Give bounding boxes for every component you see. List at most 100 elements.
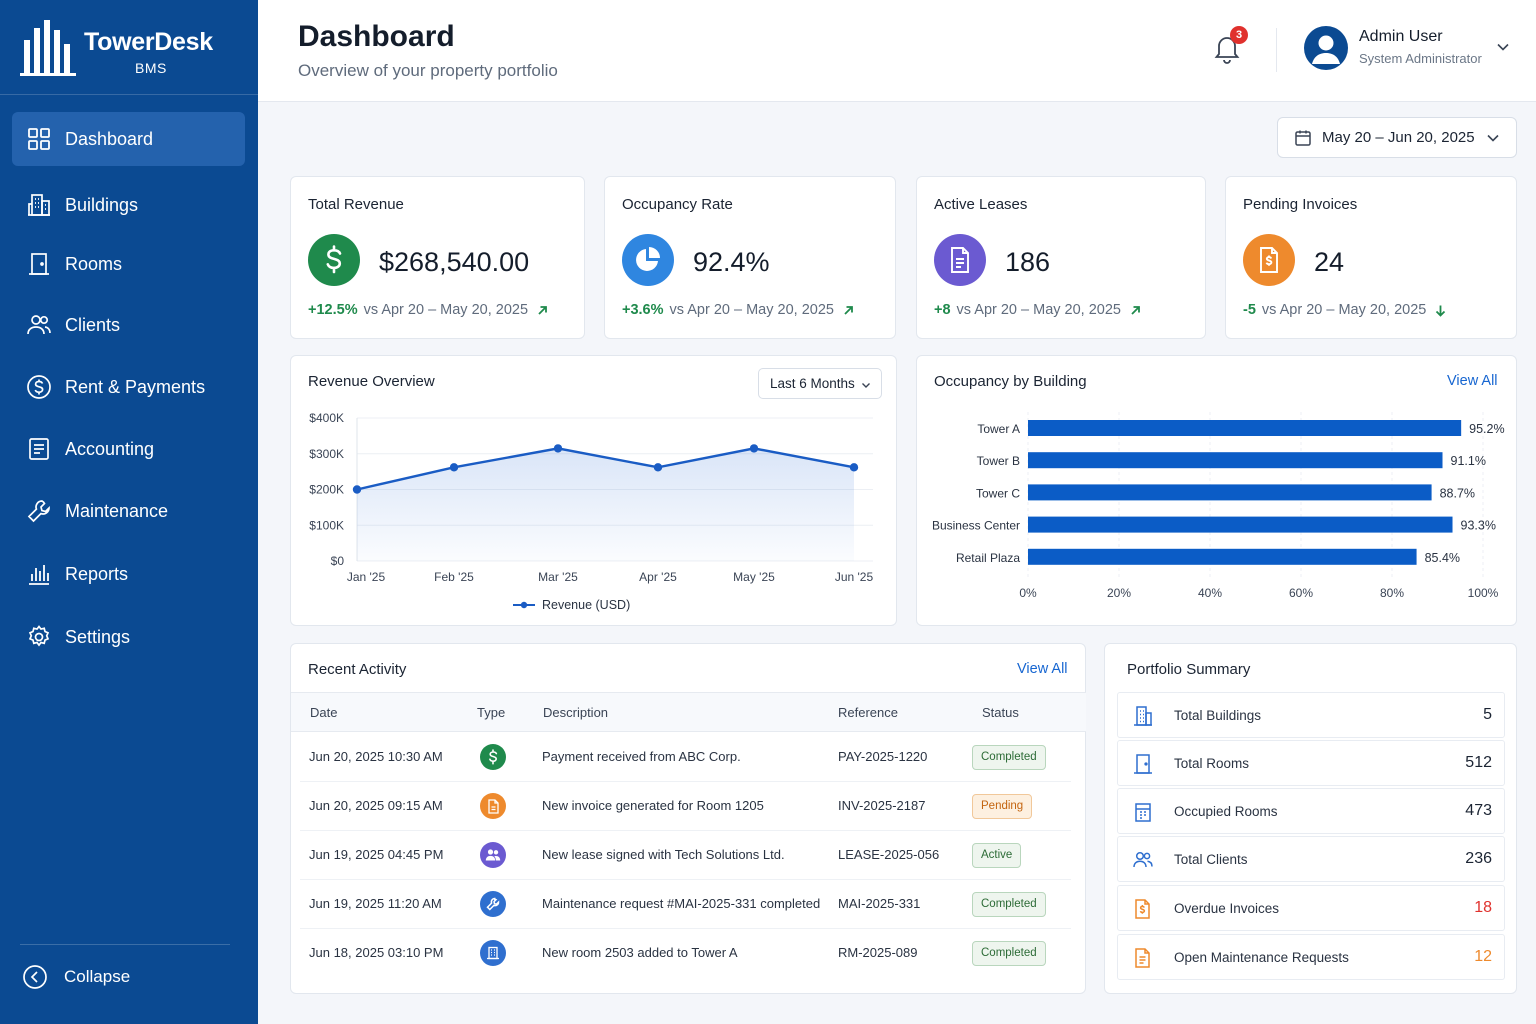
summary-value: 512 bbox=[1465, 754, 1492, 771]
column-header-description[interactable]: Description bbox=[543, 705, 609, 720]
recent-activity-card: Recent Activity View All Date Type Descr… bbox=[290, 643, 1086, 994]
bar[interactable] bbox=[1028, 420, 1462, 436]
sidebar-item-maintenance[interactable]: Maintenance bbox=[12, 484, 245, 538]
brand-sub: BMS bbox=[135, 60, 167, 76]
x-tick-label: May '25 bbox=[733, 570, 775, 584]
user-role: System Administrator bbox=[1359, 51, 1482, 66]
collapse-button[interactable]: Collapse bbox=[12, 952, 245, 1002]
summary-row-open-maintenance-requests[interactable]: Open Maintenance Requests 12 bbox=[1117, 934, 1505, 980]
kpi-card-total-revenue[interactable]: Total Revenue $268,540.00 +12.5% vs Apr … bbox=[290, 176, 585, 339]
x-tick-label: Feb '25 bbox=[434, 570, 474, 584]
door-icon bbox=[26, 251, 52, 277]
x-tick-label: Apr '25 bbox=[639, 570, 677, 584]
x-tick-label: 80% bbox=[1380, 586, 1404, 600]
kpi-card-pending-invoices[interactable]: Pending Invoices 24 -5 vs Apr 20 – May 2… bbox=[1225, 176, 1517, 339]
data-point[interactable] bbox=[352, 485, 362, 494]
kpi-delta: +12.5% bbox=[308, 302, 358, 318]
bar[interactable] bbox=[1028, 548, 1417, 565]
dollar-icon bbox=[480, 744, 506, 770]
kpi-title: Total Revenue bbox=[308, 196, 404, 213]
row-date: Jun 20, 2025 10:30 AM bbox=[309, 749, 443, 764]
wrench-icon bbox=[480, 891, 506, 917]
sidebar-item-settings[interactable]: Settings bbox=[12, 610, 245, 664]
data-point[interactable] bbox=[849, 463, 859, 472]
user-avatar-icon bbox=[1312, 35, 1340, 64]
kpi-footer: +12.5% vs Apr 20 – May 20, 2025 bbox=[308, 302, 549, 318]
summary-value: 18 bbox=[1474, 899, 1492, 916]
bar[interactable] bbox=[1028, 484, 1432, 501]
row-reference[interactable]: MAI-2025-331 bbox=[838, 896, 921, 911]
sidebar-item-buildings[interactable]: Buildings bbox=[12, 178, 245, 232]
row-reference[interactable]: INV-2025-2187 bbox=[838, 798, 926, 813]
category-label: Business Center bbox=[932, 519, 1020, 533]
bar[interactable] bbox=[1028, 452, 1443, 469]
date-range-picker[interactable]: May 20 – Jun 20, 2025 bbox=[1277, 117, 1517, 158]
kpi-delta: -5 bbox=[1243, 302, 1256, 318]
y-tick-label: $0 bbox=[331, 554, 345, 568]
summary-row-total-clients[interactable]: Total Clients 236 bbox=[1117, 836, 1505, 882]
sidebar-item-clients[interactable]: Clients bbox=[12, 298, 245, 352]
chevron-down-icon[interactable] bbox=[1496, 40, 1510, 54]
arrow-up-right-icon bbox=[844, 305, 853, 315]
data-point[interactable] bbox=[749, 444, 759, 453]
row-reference[interactable]: RM-2025-089 bbox=[838, 945, 918, 960]
sidebar-item-label: Accounting bbox=[65, 438, 155, 459]
revenue-overview-card: Revenue Overview Last 6 Months $0 $100K $2… bbox=[290, 355, 897, 626]
sidebar-item-label: Rooms bbox=[65, 253, 123, 274]
summary-row-total-buildings[interactable]: Total Buildings 5 bbox=[1117, 692, 1505, 738]
occupancy-view-all-link[interactable]: View All bbox=[1447, 373, 1498, 389]
table-row[interactable]: Jun 18, 2025 03:10 PM New room 2503 adde… bbox=[300, 929, 1071, 978]
sidebar-item-label: Dashboard bbox=[65, 128, 154, 149]
building-icon bbox=[1130, 703, 1156, 729]
users-icon bbox=[480, 842, 506, 868]
sidebar-item-rooms[interactable]: Rooms bbox=[12, 237, 245, 291]
page-subtitle: Overview of your property portfolio bbox=[298, 61, 558, 80]
legend-label: Revenue (USD) bbox=[542, 598, 630, 612]
card-title: Portfolio Summary bbox=[1127, 661, 1251, 678]
top-header: Dashboard Overview of your property port… bbox=[258, 0, 1536, 102]
row-date: Jun 20, 2025 09:15 AM bbox=[309, 798, 443, 813]
sidebar-item-label: Settings bbox=[65, 626, 131, 647]
kpi-value: $268,540.00 bbox=[379, 247, 530, 277]
data-point[interactable] bbox=[653, 463, 663, 472]
table-row[interactable]: Jun 20, 2025 10:30 AM Payment received f… bbox=[300, 733, 1071, 782]
activity-view-all-link[interactable]: View All bbox=[1017, 661, 1068, 677]
notification-count-badge: 3 bbox=[1230, 26, 1248, 44]
column-header-status[interactable]: Status bbox=[982, 705, 1019, 720]
bar[interactable] bbox=[1028, 516, 1453, 533]
table-row[interactable]: Jun 20, 2025 09:15 AM New invoice genera… bbox=[300, 782, 1071, 831]
summary-row-total-rooms[interactable]: Total Rooms 512 bbox=[1117, 740, 1505, 786]
category-label: Tower A bbox=[977, 422, 1020, 436]
period-select[interactable]: Last 6 Months bbox=[758, 368, 882, 399]
row-reference[interactable]: PAY-2025-1220 bbox=[838, 749, 928, 764]
card-title: Occupancy by Building bbox=[934, 373, 1087, 390]
summary-row-overdue-invoices[interactable]: Overdue Invoices 18 bbox=[1117, 885, 1505, 931]
x-tick-label: Jan '25 bbox=[347, 570, 386, 584]
table-row[interactable]: Jun 19, 2025 04:45 PM New lease signed w… bbox=[300, 831, 1071, 880]
summary-row-occupied-rooms[interactable]: Occupied Rooms 473 bbox=[1117, 788, 1505, 834]
status-badge: Completed bbox=[972, 892, 1046, 917]
period-label: Last 6 Months bbox=[770, 376, 855, 391]
column-header-date[interactable]: Date bbox=[310, 705, 338, 720]
row-reference[interactable]: LEASE-2025-056 bbox=[838, 847, 940, 862]
sidebar-item-rent-payments[interactable]: Rent & Payments bbox=[12, 360, 245, 414]
table-row[interactable]: Jun 19, 2025 11:20 AM Maintenance reques… bbox=[300, 880, 1071, 929]
user-name[interactable]: Admin User bbox=[1359, 28, 1443, 45]
summary-label: Total Buildings bbox=[1174, 708, 1262, 723]
bar-value-label: 91.1% bbox=[1451, 454, 1486, 468]
category-label: Tower B bbox=[977, 454, 1020, 468]
data-point[interactable] bbox=[553, 444, 563, 453]
kpi-card-occupancy-rate[interactable]: Occupancy Rate 92.4% +3.6% vs Apr 20 – M… bbox=[604, 176, 896, 339]
kpi-card-active-leases[interactable]: Active Leases 186 +8 vs Apr 20 – May 20,… bbox=[916, 176, 1206, 339]
sidebar-item-reports[interactable]: Reports bbox=[12, 547, 245, 601]
sidebar-item-dashboard[interactable]: Dashboard bbox=[12, 112, 245, 166]
avatar[interactable] bbox=[1304, 26, 1348, 70]
brand-logo[interactable]: TowerDesk BMS bbox=[20, 16, 240, 80]
x-tick-label: 100% bbox=[1468, 586, 1499, 600]
column-header-type[interactable]: Type bbox=[477, 705, 506, 720]
data-point[interactable] bbox=[449, 463, 459, 472]
column-header-reference[interactable]: Reference bbox=[838, 705, 898, 720]
sidebar-item-accounting[interactable]: Accounting bbox=[12, 422, 245, 476]
door-icon bbox=[1130, 751, 1156, 777]
kpi-value: 24 bbox=[1314, 247, 1345, 277]
